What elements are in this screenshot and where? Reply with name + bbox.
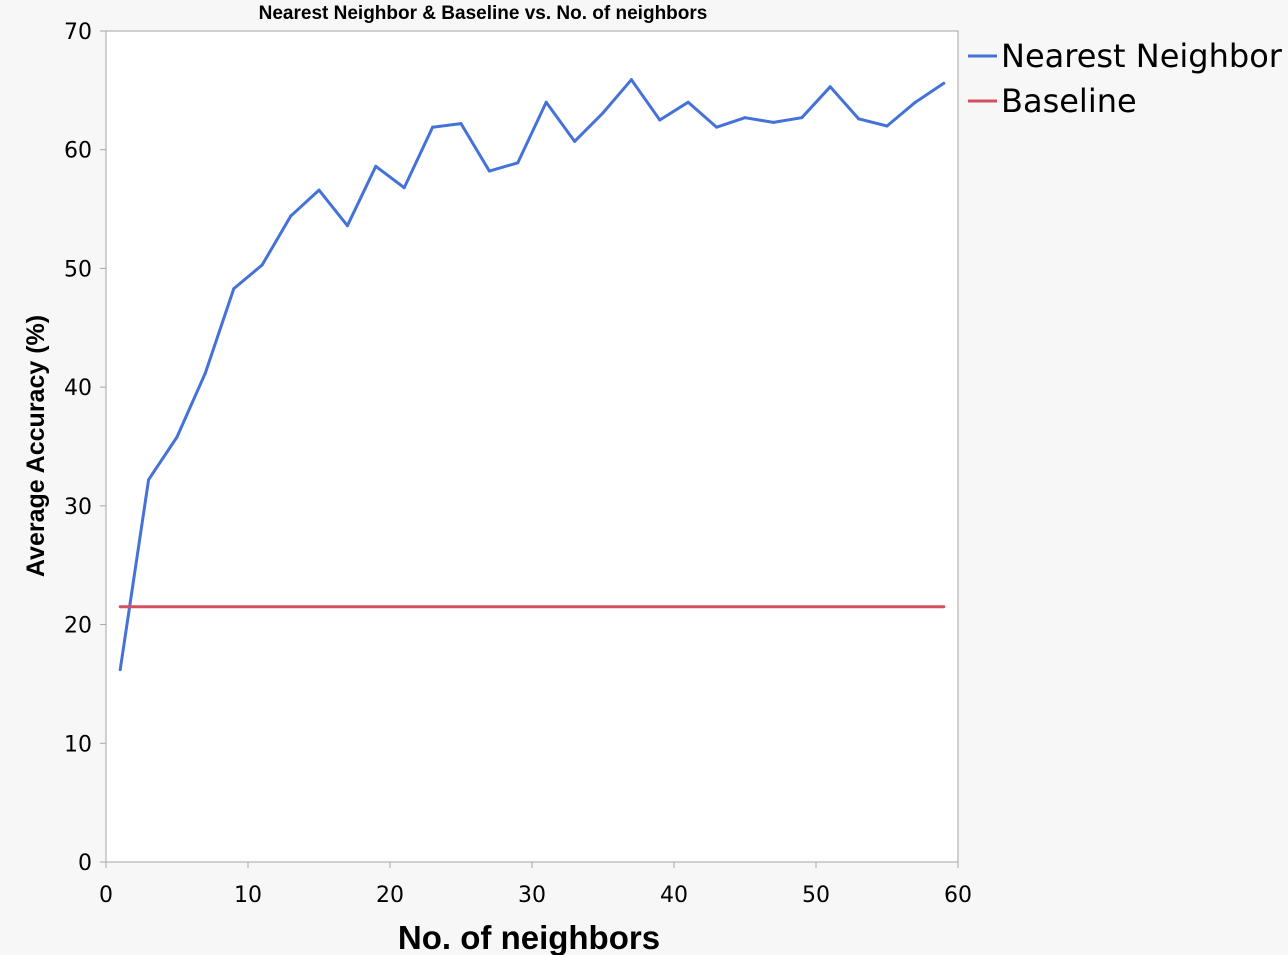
- y-tick-label: 0: [78, 851, 92, 876]
- x-tick-label: 20: [376, 883, 404, 908]
- data-point: [317, 188, 321, 192]
- data-point: [544, 100, 548, 104]
- data-point: [459, 122, 463, 126]
- legend-label: Baseline: [1001, 82, 1137, 120]
- data-point: [289, 214, 293, 218]
- y-tick-label: 10: [64, 732, 92, 757]
- data-point: [942, 81, 946, 85]
- data-point: [771, 120, 775, 124]
- legend-label: Nearest Neighbor: [1001, 37, 1283, 75]
- x-tick-label: 50: [802, 883, 830, 908]
- data-point: [573, 139, 577, 143]
- y-axis: 0 10 20 30 40 50 60 70: [64, 20, 106, 876]
- data-point: [743, 116, 747, 120]
- y-tick-label: 50: [64, 257, 92, 282]
- x-tick-label: 0: [99, 883, 113, 908]
- data-point: [828, 85, 832, 89]
- data-point: [629, 78, 633, 82]
- data-point: [715, 125, 719, 129]
- y-tick-label: 60: [64, 139, 92, 164]
- data-point: [175, 435, 179, 439]
- y-tick-label: 70: [64, 20, 92, 45]
- data-point: [374, 164, 378, 168]
- data-point: [942, 605, 946, 609]
- data-point: [260, 263, 264, 267]
- y-axis-label: Average Accuracy (%): [22, 315, 50, 577]
- data-point: [232, 287, 236, 291]
- plot-area: [105, 30, 959, 863]
- x-tick-label: 60: [944, 883, 972, 908]
- data-point: [402, 186, 406, 190]
- data-point: [800, 116, 804, 120]
- legend: Nearest Neighbor Baseline: [968, 37, 1283, 120]
- data-point: [658, 118, 662, 122]
- data-point: [118, 668, 122, 672]
- y-tick-label: 20: [64, 614, 92, 639]
- data-point: [203, 371, 207, 375]
- data-point: [147, 478, 151, 482]
- data-point: [686, 100, 690, 104]
- data-point: [885, 124, 889, 128]
- data-point: [601, 111, 605, 115]
- data-point: [345, 224, 349, 228]
- series-line-nearest-neighbor: [118, 78, 945, 670]
- data-point: [487, 169, 491, 173]
- data-point: [913, 100, 917, 104]
- y-tick-label: 30: [64, 495, 92, 520]
- data-point: [118, 605, 122, 609]
- x-tick-label: 10: [234, 883, 262, 908]
- x-tick-label: 30: [518, 883, 546, 908]
- chart-title: Nearest Neighbor & Baseline vs. No. of n…: [259, 3, 708, 24]
- data-point: [431, 125, 435, 129]
- data-point: [857, 117, 861, 121]
- x-axis: 0 10 20 30 40 50 60: [99, 862, 972, 908]
- y-tick-label: 40: [64, 376, 92, 401]
- plot-frame: [105, 30, 959, 863]
- series-layer: [118, 78, 946, 672]
- x-tick-label: 40: [660, 883, 688, 908]
- data-point: [516, 161, 520, 165]
- x-axis-label: No. of neighbors: [398, 919, 660, 955]
